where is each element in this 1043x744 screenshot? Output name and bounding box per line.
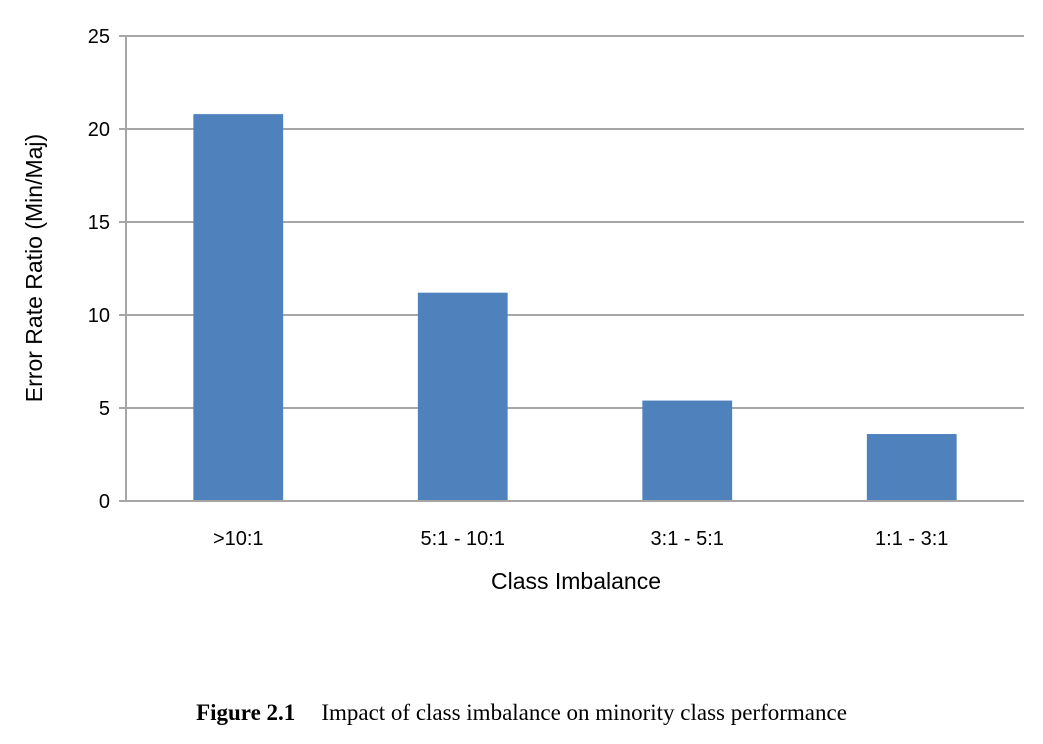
- y-tick-label-10: 10: [88, 305, 110, 327]
- bar-2: [417, 292, 508, 501]
- y-tick-label-20: 20: [88, 119, 110, 141]
- y-tick-label-15: 15: [88, 212, 110, 234]
- figure-caption: Figure 2.1 Impact of class imbalance on m…: [0, 700, 1043, 726]
- x-tick-label-4: 1:1 - 3:1: [875, 528, 948, 550]
- y-tick-label-5: 5: [99, 398, 110, 420]
- figure-label: Figure 2.1: [196, 700, 296, 725]
- figure-caption-text: Impact of class imbalance on minority cl…: [321, 700, 847, 725]
- x-tick-label-1: >10:1: [213, 528, 264, 550]
- bar-chart: 0 5 10 15 20 25 >10:1 5:1 - 10:1 3:1 - 5:1 1:1 -…: [21, 26, 1024, 594]
- axes: [119, 35, 1024, 502]
- bar-3: [642, 400, 733, 501]
- x-tick-label-3: 3:1 - 5:1: [651, 528, 724, 550]
- y-tick-labels: 0 5 10 15 20 25: [88, 26, 110, 513]
- y-tick-label-25: 25: [88, 26, 110, 48]
- y-tick-label-0: 0: [99, 491, 110, 513]
- x-tick-label-2: 5:1 - 10:1: [420, 528, 505, 550]
- x-tick-labels: >10:1 5:1 - 10:1 3:1 - 5:1 1:1 - 3:1: [213, 528, 949, 550]
- x-axis-title: Class Imbalance: [491, 568, 661, 594]
- bar-4: [866, 434, 957, 501]
- bars: [193, 114, 957, 502]
- y-axis-title: Error Rate Ratio (Min/Maj): [21, 134, 47, 402]
- bar-1: [193, 114, 284, 502]
